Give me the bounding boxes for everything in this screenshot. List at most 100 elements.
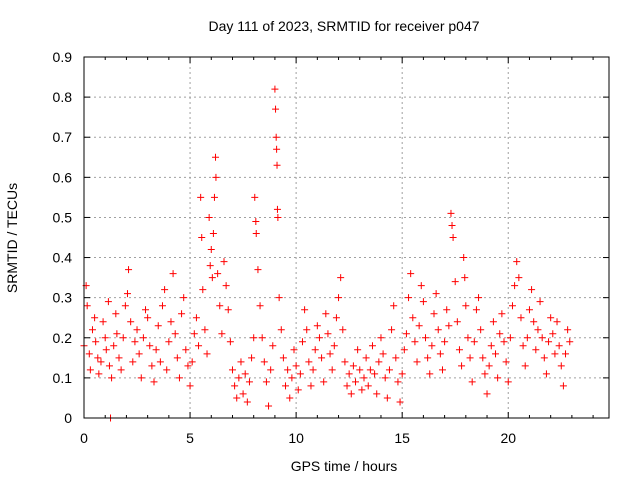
data-point [303,326,311,334]
data-point [402,330,410,338]
data-point [282,382,290,390]
data-point [413,358,421,366]
data-point [485,362,493,370]
data-point [125,266,133,274]
data-point [462,302,470,310]
data-point [212,173,220,181]
data-point [142,306,150,314]
data-point [88,326,96,334]
data-point [256,302,264,310]
data-point [224,306,232,314]
data-point [272,105,280,113]
data-point [294,386,302,394]
data-point [192,314,200,322]
data-point [489,318,497,326]
data-point [250,334,258,342]
y-tick-label: 0.1 [53,370,73,386]
data-point [298,338,306,346]
data-point [411,338,419,346]
y-tick-label: 0.6 [53,169,73,185]
data-point [328,366,336,374]
data-point [377,334,385,342]
data-point [494,374,502,382]
data-point [566,338,574,346]
data-point [447,209,455,217]
data-point [564,326,572,334]
data-point [91,314,99,322]
x-tick-label: 20 [500,430,516,446]
data-point [468,378,476,386]
plot-border [83,56,610,419]
x-tick-label: 10 [288,430,304,446]
data-point [332,314,340,322]
data-point [119,334,127,342]
data-point [201,326,209,334]
data-point [175,374,183,382]
data-point [513,258,521,266]
data-point [396,398,404,406]
data-point [197,193,205,201]
data-point [150,378,158,386]
data-point [233,394,241,402]
data-point [330,342,338,350]
data-point [443,306,451,314]
data-point [252,229,260,237]
data-point [449,234,457,241]
data-point [251,193,259,201]
data-point [209,229,217,237]
y-tick-label: 0 [64,410,72,426]
x-tick-label: 5 [186,430,194,446]
data-point [101,334,109,342]
data-point [320,378,328,386]
data-point [385,366,393,374]
data-point [241,370,249,378]
data-point [135,350,143,358]
data-point [335,294,343,302]
data-point [525,306,533,314]
data-point [216,302,224,310]
data-point [424,354,432,362]
data-point [231,382,239,390]
data-point [481,370,489,378]
data-point [203,350,211,358]
data-point [273,161,281,169]
data-point [477,326,485,334]
data-point [123,290,131,298]
data-point [272,133,280,141]
data-point [557,362,565,370]
data-point [530,318,538,326]
data-point [366,366,374,374]
data-point [167,318,175,326]
data-point [337,274,345,282]
data-point [104,298,112,306]
data-point [292,362,300,370]
data-point [267,366,275,374]
data-point [434,326,442,334]
data-point [388,326,396,334]
data-point [354,346,362,354]
y-tick-label: 0.5 [53,209,73,225]
data-point [409,314,417,322]
data-point [235,374,243,382]
data-point [305,358,313,366]
x-axis-label: GPS time / hours [291,458,398,474]
data-point [113,330,121,338]
data-point [455,346,463,354]
data-point [360,374,368,382]
data-point [549,330,557,338]
data-point [436,350,444,358]
data-point [182,346,190,354]
data-point [542,370,550,378]
grid-lines [84,57,609,418]
data-point [218,330,226,338]
data-point [405,294,413,302]
data-point [506,334,514,342]
data-point [94,354,102,362]
data-point [198,234,206,241]
tick-labels: 0 5 10 15 20 0 0.1 0.2 0.3 0.4 0.5 0.6 0.7 0.8 0.9 [53,49,517,446]
data-point [438,366,446,374]
data-point [121,302,129,310]
data-point [379,350,387,358]
data-point [83,302,91,310]
data-point [362,354,370,362]
